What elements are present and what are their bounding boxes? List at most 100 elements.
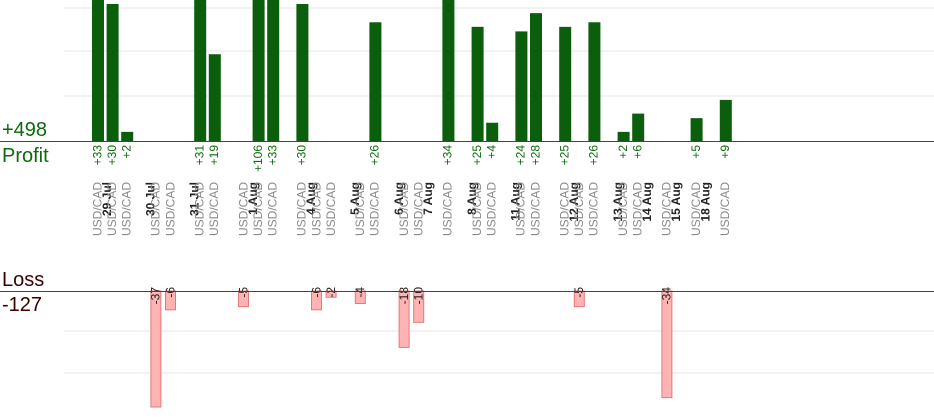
date-label: 29 Jul [100, 182, 114, 216]
profit-bar [530, 13, 542, 142]
profit-bar [194, 0, 207, 141]
pair-label: USD/CAD [485, 182, 499, 236]
loss-value-label: -5 [572, 287, 586, 298]
profit-value-label: +25 [470, 145, 484, 166]
loss-label: Loss [2, 269, 45, 291]
profit-total: +498 [2, 119, 48, 141]
profit-bar [369, 22, 382, 142]
profit-value-label: +2 [616, 145, 630, 159]
profit-value-label: +30 [295, 145, 309, 166]
profit-bar [208, 54, 221, 141]
pair-label: USD/CAD [412, 182, 426, 236]
pair-label: USD/CAD [441, 182, 455, 236]
date-label: 31 Jul [187, 182, 201, 216]
pair-label: USD/CAD [572, 182, 586, 236]
profit-value-label: +34 [441, 145, 455, 166]
pair-label: USD/CAD [163, 182, 177, 236]
loss-value-label: -4 [353, 287, 367, 298]
pair-label: USD/CAD [616, 182, 630, 236]
profit-bar [442, 0, 455, 141]
pair-label: USD/CAD [689, 182, 703, 236]
profit-value-label: +4 [485, 145, 499, 159]
pair-label: USD/CAD [470, 182, 484, 236]
profit-bar [92, 0, 104, 141]
date-label: 12 Aug [567, 182, 581, 222]
profit-bar [588, 22, 601, 142]
profit-value-label: +31 [193, 145, 207, 166]
profit-value-label: +33 [90, 145, 104, 166]
profit-value-label: +24 [514, 145, 528, 166]
profit-bar [486, 122, 499, 141]
profit-bar [296, 4, 309, 141]
pair-label: USD/CAD [266, 182, 280, 236]
pair-label: USD/CAD [631, 182, 645, 236]
pair-label: USD/CAD [324, 182, 338, 236]
profit-label: Profit [2, 145, 49, 167]
pair-label: USD/CAD [368, 182, 382, 236]
profit-bar [617, 131, 630, 141]
date-label: 30 Jul [144, 182, 158, 216]
pair-label: USD/CAD [397, 182, 411, 236]
pair-label: USD/CAD [309, 182, 323, 236]
profit-value-label: +5 [689, 145, 703, 159]
profit-value-label: +28 [528, 145, 542, 166]
loss-value-label: -37 [149, 287, 163, 305]
pair-label: USD/CAD [193, 182, 207, 236]
profit-value-label: +25 [558, 145, 572, 166]
pair-label: USD/CAD [718, 182, 732, 236]
date-label: 8 Aug [465, 182, 479, 215]
profit-bar [515, 31, 528, 141]
date-label: 4 Aug [304, 182, 318, 215]
profit-bar [719, 99, 732, 141]
loss-value-label: -18 [397, 287, 411, 305]
pair-label: USD/CAD [353, 182, 367, 236]
date-label: 18 Aug [698, 182, 712, 222]
profit-bar [106, 4, 119, 141]
loss-value-label: -10 [412, 287, 426, 305]
date-label: 14 Aug [640, 182, 654, 222]
pair-label: USD/CAD [587, 182, 601, 236]
pair-label: USD/CAD [207, 182, 221, 236]
loss-value-label: -2 [324, 287, 338, 298]
pair-label: USD/CAD [558, 182, 572, 236]
loss-value-label: -6 [163, 287, 177, 298]
loss-total: -127 [2, 294, 43, 316]
profit-value-label: +26 [368, 145, 382, 166]
profit-bar [471, 26, 484, 141]
profit-bar [252, 0, 265, 141]
loss-bar [661, 290, 673, 399]
profit-value-label: +33 [266, 145, 280, 166]
date-label: 6 Aug [392, 182, 406, 215]
date-label: 7 Aug [421, 182, 435, 215]
profit-value-label: +30 [105, 145, 119, 166]
pair-label: USD/CAD [660, 182, 674, 236]
profit-value-label: +26 [587, 145, 601, 166]
profit-value-label: +106 [251, 145, 265, 172]
profit-value-label: +9 [718, 145, 732, 159]
pair-label: USD/CAD [120, 182, 134, 236]
date-label: 5 Aug [348, 182, 362, 215]
date-label: 15 Aug [669, 182, 683, 222]
profit-bar [267, 0, 280, 141]
loss-bar [150, 290, 162, 408]
loss-value-label: -5 [236, 287, 250, 298]
pair-label: USD/CAD [295, 182, 309, 236]
date-label: 11 Aug [509, 182, 523, 221]
loss-value-label: -34 [660, 287, 674, 305]
pair-label: USD/CAD [105, 182, 119, 236]
profit-value-label: +19 [207, 145, 221, 166]
profit-bar [632, 113, 645, 141]
profit-bar [559, 26, 572, 141]
profit-value-label: +6 [631, 145, 645, 159]
profit-value-label: +2 [120, 145, 134, 159]
pair-label: USD/CAD [514, 182, 528, 236]
loss-value-label: -6 [309, 287, 323, 298]
pair-label: USD/CAD [236, 182, 250, 236]
profit-bar [121, 131, 134, 141]
date-label: 1 Aug [246, 182, 260, 215]
pair-label: USD/CAD [251, 182, 265, 236]
profit-bar [690, 118, 703, 141]
date-label: 13 Aug [611, 182, 625, 222]
pair-label: USD/CAD [528, 182, 542, 236]
